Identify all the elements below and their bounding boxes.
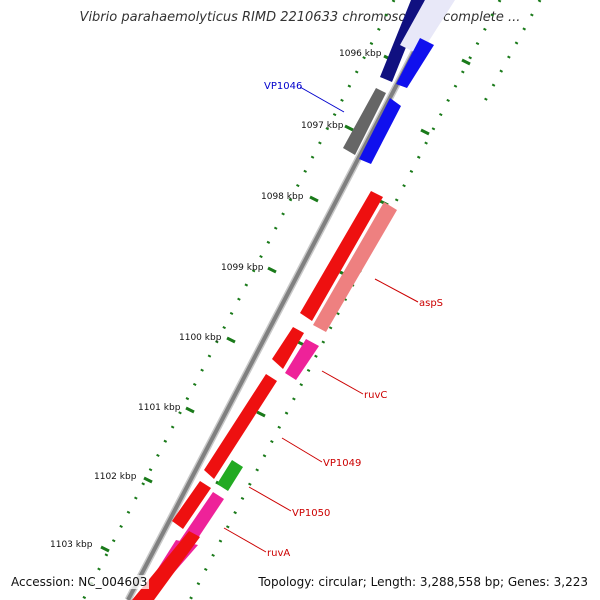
feature-red-1[interactable]	[300, 191, 383, 321]
feature-white-top	[400, 0, 455, 55]
ruler-track-inner	[81, 0, 396, 600]
ruler-label-1096: 1096 kbp	[339, 49, 382, 59]
feature-red-vp1049[interactable]	[204, 374, 277, 479]
feature-salmon-asps[interactable]	[313, 202, 397, 332]
feature-pink-ruvc[interactable]	[285, 339, 319, 380]
gene-label-asps[interactable]: aspS	[419, 298, 443, 309]
ruler-label-1099: 1099 kbp	[221, 263, 264, 273]
gene-label-ruva[interactable]: ruvA	[267, 548, 290, 559]
feature-blue-top[interactable]	[396, 38, 434, 88]
leader-lines	[223, 86, 419, 553]
ruler-label-1098: 1098 kbp	[261, 192, 304, 202]
feature-green-vp1050[interactable]	[217, 460, 243, 491]
feature-gray-vp1046[interactable]	[343, 88, 386, 155]
feature-red-4[interactable]	[172, 481, 211, 529]
accession-text: Accession: NC_004603	[9, 575, 150, 589]
ruler-track-far	[478, 0, 542, 111]
gene-label-ruvc[interactable]: ruvC	[364, 390, 387, 401]
ruler-label-1097: 1097 kbp	[301, 121, 344, 131]
feature-blue-vp1046[interactable]	[359, 98, 401, 164]
backbone-line	[124, 0, 445, 600]
genome-summary-text: Topology: circular; Length: 3,288,558 bp…	[256, 575, 590, 589]
gene-label-vp1049[interactable]: VP1049	[323, 458, 361, 469]
ruler-track-outer	[188, 0, 502, 600]
ruler-label-1100: 1100 kbp	[179, 333, 222, 343]
ruler-label-1102: 1102 kbp	[94, 472, 137, 482]
ruler-label-1103: 1103 kbp	[50, 540, 93, 550]
feature-red-2[interactable]	[272, 327, 304, 369]
ruler-label-1101: 1101 kbp	[138, 403, 181, 413]
gene-label-vp1046[interactable]: VP1046	[264, 81, 302, 92]
gene-label-vp1050[interactable]: VP1050	[292, 508, 330, 519]
